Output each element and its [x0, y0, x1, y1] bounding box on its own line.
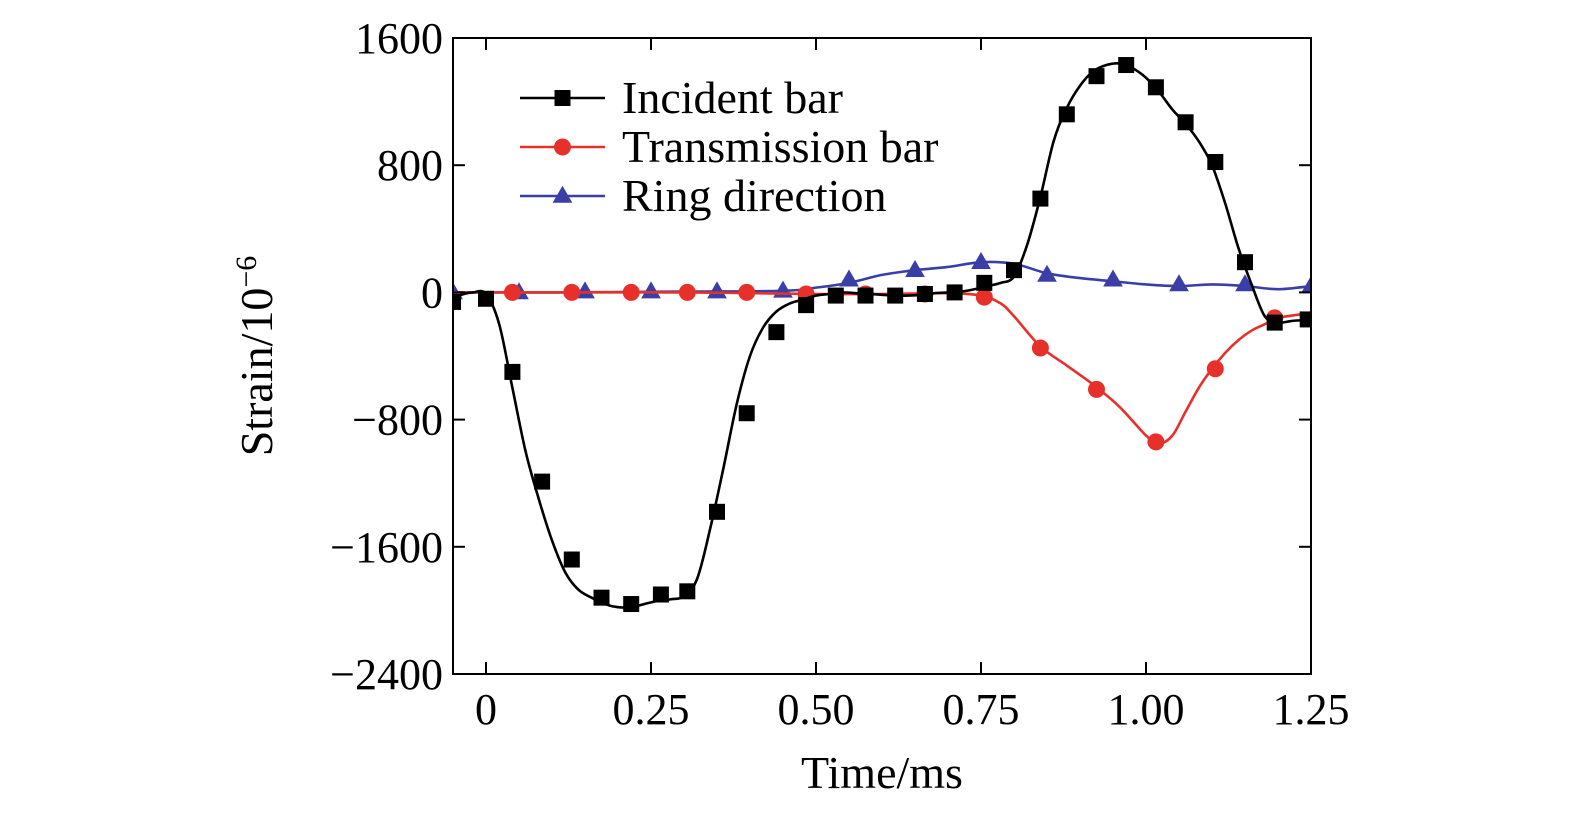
data-point — [1301, 275, 1311, 293]
y-tick-label: −1600 — [330, 523, 443, 572]
data-point — [678, 283, 696, 301]
data-point — [887, 287, 904, 304]
data-point — [707, 281, 727, 299]
y-axis-label: Strain/10−6 — [230, 256, 282, 457]
data-point — [773, 280, 793, 298]
data-point — [1088, 380, 1105, 398]
legend-label: Transmission bar — [622, 121, 939, 172]
data-point — [478, 290, 494, 307]
axes-layer: 0 0.25 0.50 0.75 1.00 1.25 1600 800 0 −800 −1600 −2… — [330, 14, 1349, 734]
y-axis-label-base: Strain/10 — [231, 288, 282, 457]
data-point — [857, 287, 874, 304]
y-axis-label-exponent: −6 — [230, 256, 263, 288]
data-point — [534, 473, 551, 490]
data-point — [839, 269, 859, 287]
series-layer — [453, 57, 1311, 613]
x-tick-label: 0.50 — [778, 685, 855, 734]
x-tick-label: 0 — [475, 685, 497, 734]
data-point — [1103, 269, 1123, 287]
legend-entry: Ring direction — [520, 170, 886, 221]
x-tick-label: 0.75 — [943, 685, 1020, 734]
y-tick-label: 0 — [421, 268, 443, 317]
data-point — [593, 589, 610, 606]
series-line — [453, 290, 1311, 445]
data-point — [1032, 190, 1049, 207]
data-point — [679, 583, 696, 600]
data-point — [1147, 433, 1165, 451]
y-tick-label: 800 — [377, 141, 443, 190]
data-point — [1037, 264, 1057, 282]
data-point — [1147, 79, 1164, 96]
y-tick-label: −2400 — [330, 650, 443, 699]
legend-label: Ring direction — [622, 170, 886, 221]
data-point — [738, 405, 755, 422]
y-tick-label: −800 — [352, 396, 443, 445]
data-point — [622, 283, 640, 301]
plot-frame — [452, 37, 1312, 675]
data-point — [563, 551, 580, 568]
data-point — [709, 503, 725, 520]
data-point — [1118, 57, 1135, 74]
data-point — [768, 324, 785, 341]
data-point — [905, 259, 925, 277]
data-point — [563, 283, 581, 301]
legend-entry: Incident bar — [520, 72, 843, 123]
data-point — [946, 284, 963, 301]
data-point — [1299, 311, 1311, 328]
x-axis-label: Time/ms — [801, 747, 963, 798]
data-point — [1031, 339, 1049, 357]
data-point — [1237, 254, 1253, 271]
data-point — [976, 274, 993, 291]
legend-marker — [552, 185, 573, 203]
data-point — [1266, 314, 1283, 331]
data-point — [798, 297, 815, 314]
legend-entry: Transmission bar — [520, 121, 939, 172]
data-point — [1058, 106, 1075, 123]
data-point — [1207, 154, 1224, 171]
data-point — [1088, 68, 1105, 85]
data-point — [827, 287, 844, 304]
data-point — [641, 281, 661, 299]
x-tick-label: 0.25 — [613, 685, 690, 734]
data-point — [652, 586, 669, 603]
data-point — [623, 596, 640, 613]
data-point — [1006, 262, 1022, 279]
data-point — [1206, 360, 1224, 378]
data-point — [975, 288, 993, 306]
data-point — [738, 283, 756, 301]
series-transmission-bar — [453, 283, 1311, 451]
x-tick-label: 1.00 — [1108, 685, 1185, 734]
data-point — [504, 363, 521, 380]
data-point — [916, 285, 933, 302]
data-point — [453, 293, 461, 310]
data-point — [1177, 114, 1194, 131]
data-point — [1235, 274, 1255, 292]
legend-label: Incident bar — [622, 72, 843, 123]
legend-marker — [554, 138, 571, 156]
data-point — [1169, 274, 1189, 292]
data-point — [503, 283, 521, 301]
y-tick-label: 1600 — [355, 14, 443, 63]
legend-marker — [554, 90, 571, 106]
series-incident-bar — [453, 57, 1311, 613]
data-point — [971, 251, 991, 269]
x-tick-label: 1.25 — [1273, 685, 1350, 734]
